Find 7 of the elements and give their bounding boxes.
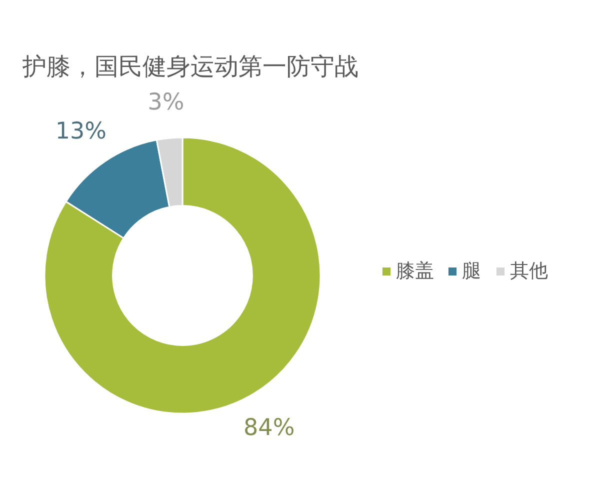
legend-label: 膝盖 <box>396 259 434 284</box>
legend-label: 其他 <box>510 259 548 284</box>
legend-label: 腿 <box>462 259 482 284</box>
data-label: 84% <box>244 414 295 441</box>
chart-title: 护膝，国民健身运动第一防守战 <box>22 52 358 80</box>
data-label: 13% <box>55 118 106 145</box>
data-label: 3% <box>148 89 184 116</box>
